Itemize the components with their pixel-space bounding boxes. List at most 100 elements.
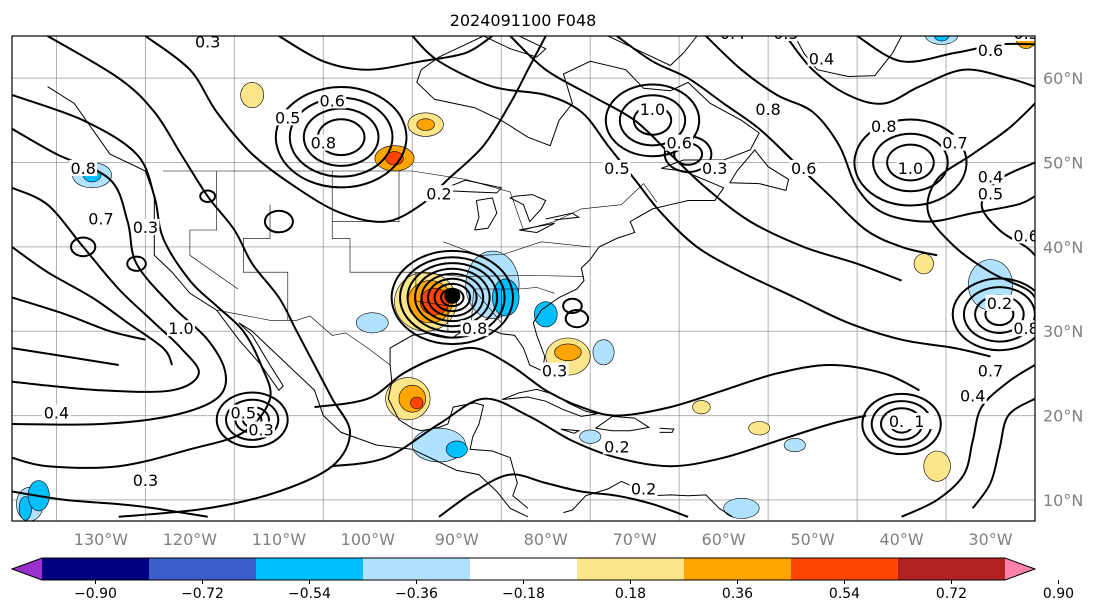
contour-ring <box>879 407 924 441</box>
political-border <box>163 170 658 231</box>
contour-line <box>856 36 1035 63</box>
contour-line <box>144 36 547 223</box>
contour-ring <box>564 308 590 329</box>
coastline <box>545 212 581 221</box>
contour-label-halo <box>771 36 800 41</box>
contour-ring <box>872 132 949 193</box>
contour-label: 0.5 <box>275 108 300 127</box>
contour-label: 0.3 <box>248 420 273 439</box>
contour-lines <box>12 36 1035 518</box>
coastline <box>438 179 503 194</box>
contour-label: 0.4 <box>720 24 745 43</box>
contour-label-halo <box>754 100 783 117</box>
contour-label-halo <box>273 109 302 126</box>
colorbar-segment <box>42 558 150 580</box>
longitude-tick-label: 30°W <box>968 530 1012 549</box>
contour-ring <box>420 272 485 323</box>
longitude-tick-label: 60°W <box>702 530 746 549</box>
contour-label: 0.6 <box>978 41 1003 60</box>
contour-ring <box>274 85 408 189</box>
anomaly-patch <box>355 312 389 334</box>
contour-label: 0.4 <box>809 49 834 68</box>
contour-ring <box>302 107 380 167</box>
contour-label-halo <box>540 362 569 379</box>
anomaly-patch <box>533 301 558 328</box>
figure-title: 2024091100 F048 <box>450 11 597 30</box>
coastline <box>502 388 598 417</box>
map-frame <box>11 35 1036 522</box>
contour-label: 0.8 <box>871 117 896 136</box>
anomaly-patch <box>748 421 771 436</box>
anomaly-patch <box>783 437 806 453</box>
contour-ring <box>433 282 472 313</box>
coastline <box>607 36 698 67</box>
contour-label: 0.8 <box>755 100 780 119</box>
contour-label: 0.3 <box>133 471 158 490</box>
colorbar-tick-label: 0.54 <box>829 586 860 602</box>
colorbar-tick-label: −0.18 <box>502 586 545 602</box>
map-background <box>12 36 1035 521</box>
contour-label: 0.7 <box>978 361 1003 380</box>
latitude-tick-label: 20°N <box>1043 407 1083 426</box>
contour-label: 0.7 <box>88 210 113 229</box>
contour-label: 0.5 <box>1013 24 1038 43</box>
contour-line <box>971 397 1035 509</box>
contour-label: 0.5 <box>978 184 1003 203</box>
contour-line <box>47 36 352 518</box>
coastlines <box>47 36 903 518</box>
map-panel: 0.3 0.4 0.50.4 0.60.50.50.60.81.0 0.80.60.5 0… <box>11 24 1038 522</box>
political-border <box>331 171 449 332</box>
contour-label-halo <box>460 320 489 337</box>
contour-label-halo <box>940 134 969 151</box>
coastline <box>659 427 675 433</box>
contour-label-halo <box>1012 320 1035 337</box>
contour-label: 0.2 <box>426 184 451 203</box>
anomaly-patch <box>692 400 711 415</box>
anomaly-patch <box>416 118 435 131</box>
contour-label-halo <box>42 404 71 421</box>
shaded-anomalies <box>16 36 1035 521</box>
contour-label: 0.8 <box>462 319 487 338</box>
contour-label: 1.0 <box>168 319 193 338</box>
contour-label: 0.6 <box>791 159 816 178</box>
contour-label-halo <box>629 480 658 497</box>
coastline <box>389 36 760 372</box>
contour-label-halo <box>69 159 98 176</box>
contour-label-halo <box>869 117 898 134</box>
contour-label: 0.2 <box>631 479 656 498</box>
latitude-tick-label: 50°N <box>1043 154 1083 173</box>
anomaly-patch <box>240 82 265 109</box>
contour-ring <box>673 142 704 166</box>
contour-line <box>12 127 227 426</box>
contour-label: 0.4 <box>978 167 1003 186</box>
contour-label: 0.8 <box>1013 319 1038 338</box>
longitude-tick-label: 100°W <box>341 530 396 549</box>
contour-line <box>12 246 174 366</box>
political-border <box>332 171 400 222</box>
contour-label: 1.0 <box>898 159 923 178</box>
contour-line <box>926 102 1035 299</box>
colorbar-extend-high <box>1005 558 1035 580</box>
contour-label: 0.3 <box>702 159 727 178</box>
latitude-tick-label: 40°N <box>1043 238 1083 257</box>
contour-label-halo <box>807 50 836 67</box>
contour-label: 0.3 <box>195 32 220 51</box>
anomaly-patch <box>913 253 934 275</box>
contour-ring <box>604 83 701 158</box>
contour-ring <box>663 135 713 174</box>
contour-label-halo <box>193 36 222 50</box>
latitude-axis: 60°N 50°N 40°N 30°N 20°N 10°N <box>1043 69 1083 510</box>
contour-label-halo <box>1012 227 1035 244</box>
contour-line <box>278 36 493 71</box>
contour-ring <box>951 277 1035 352</box>
coastline <box>474 197 498 231</box>
contour-label-halo <box>602 438 631 455</box>
longitude-tick-label: 120°W <box>163 530 218 549</box>
coastline <box>483 36 547 58</box>
political-border <box>216 309 391 366</box>
contour-label-halo <box>229 404 258 421</box>
contour-line <box>12 490 208 518</box>
contour-label: 1.0 <box>640 100 665 119</box>
contour-ring <box>263 209 294 234</box>
colorbar: −0.90 −0.72 −0.54 −0.36 −0.18 0.18 0.36 0.54 0.7… <box>10 557 1074 602</box>
